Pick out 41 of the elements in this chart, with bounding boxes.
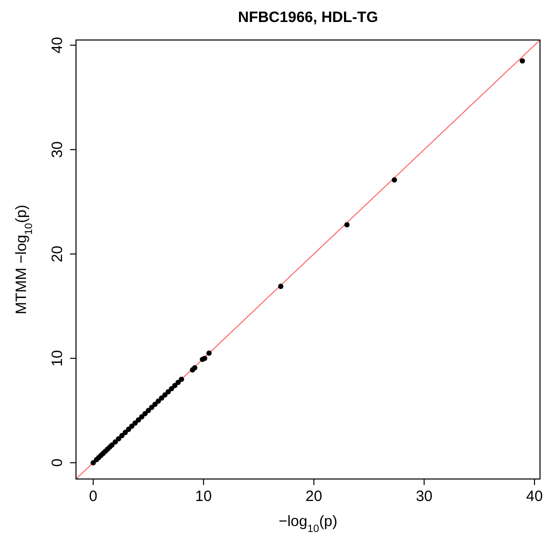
- x-tick-label: 10: [195, 488, 212, 505]
- point: [90, 460, 96, 466]
- point: [139, 414, 144, 420]
- point: [146, 408, 152, 414]
- point: [206, 350, 212, 356]
- chart-title: NFBC1966, HDL-TG: [238, 9, 378, 26]
- point: [166, 389, 171, 394]
- point: [178, 376, 184, 382]
- point: [278, 284, 284, 289]
- x-tick-label: 40: [526, 488, 543, 505]
- point: [136, 417, 142, 423]
- point: [142, 411, 148, 416]
- y-tick-label: 10: [49, 350, 66, 367]
- x-tick-label: 20: [306, 488, 322, 505]
- point: [126, 426, 132, 432]
- point: [129, 424, 134, 429]
- point: [158, 395, 164, 401]
- y-tick-label: 20: [49, 246, 66, 262]
- y-tick-label: 0: [49, 458, 66, 467]
- point: [176, 380, 181, 385]
- point: [520, 58, 525, 64]
- point: [122, 430, 128, 436]
- point: [344, 222, 350, 228]
- point: [116, 436, 122, 442]
- point: [162, 392, 168, 398]
- point: [112, 439, 118, 444]
- x-axis-title: −log$_{10}$(p): [278, 513, 338, 535]
- point: [132, 420, 138, 426]
- y-tick-label: 30: [49, 141, 66, 158]
- point: [168, 386, 174, 392]
- point: [149, 404, 154, 410]
- point: [392, 177, 398, 183]
- point: [156, 398, 161, 404]
- point: [192, 365, 198, 370]
- x-tick-label: 0: [89, 488, 98, 505]
- point: [152, 402, 158, 407]
- point: [109, 442, 115, 448]
- y-tick-label: 40: [49, 36, 66, 54]
- point: [119, 432, 125, 438]
- x-tick-label: 30: [416, 488, 433, 505]
- point: [172, 382, 178, 388]
